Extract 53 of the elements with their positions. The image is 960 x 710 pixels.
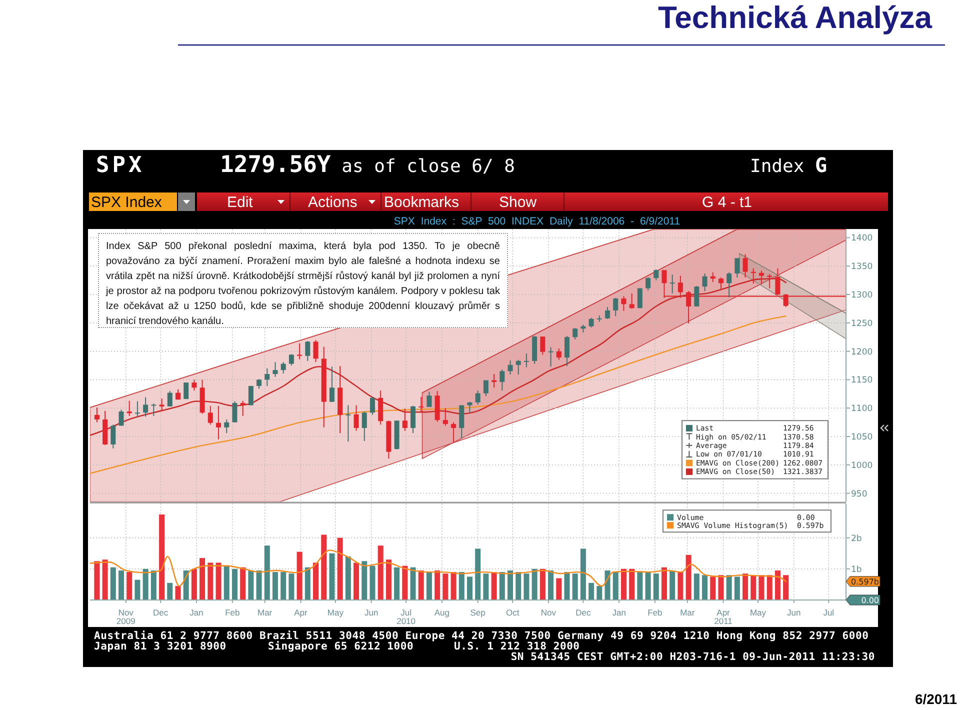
y-tick-label: 1050 [851,432,873,442]
x-tick-label: Jun [787,608,802,618]
y-tick-label: 1250 [851,318,873,329]
x-tick-label: Mar [680,608,695,618]
x-tick-label: Nov [540,608,557,618]
annotation: Index S&P 500 překonal poslední maxima, která byla pod 1350. To je obecně považováno za býčí znamení. Proražení maxim bylo ale falešné a hodnota indexu se vrátila zpět na nižší úrovně. Krátkodobější strmější růstový kanál byl již prolomen a nyní je prostor až na podporu tvořenou pokrizovým růstovým kanálem. Podpory v poklesu tak lze očekávat až u 1250 bodů, kde se přibližně shoduje 200denní klouzavý průměr s hranicí trendového kanálu. [98,233,508,328]
x-tick-label: May [327,608,344,618]
text: 6/2011 [914,691,958,707]
x-tick-label: Jul [823,608,834,618]
chart-subtitle: SPX Index : S&P 500 INDEX Daily 11/8/2006 - 6/9/2011 [394,216,680,228]
x-tick-label: Feb [648,608,663,618]
text: Australia 61 2 9777 8600 Brazil 5511 3048 4500 Europe 44 20 7330 7500 Germany 49 69 9204 1210 Hong Kong 852 2977 6000 [94,630,869,642]
x-tick-label: Nov 2009 [116,608,136,626]
x-tick-label: Jul 2010 [396,608,416,626]
text: SN 541345 CEST GMT+2:00 H203-716-1 09-Jun-2011 11:23:30 [510,651,875,663]
text: Japan 81 3 3201 8900 [94,640,226,652]
x-tick-label: Mar [257,608,272,618]
x-tick-label: Feb [225,608,240,618]
text: Show [499,194,537,211]
y-tick-label: 1100 [851,404,873,414]
text: G 4 - t1 [702,194,752,211]
text: 0.00 [861,596,879,605]
y-tick-label: 1150 [851,376,873,386]
y-tick-label: 2b [851,534,862,544]
text: SPX [96,153,145,178]
text: 0.597b [851,577,879,586]
ticker-field: SPX Index [89,192,177,211]
x-tick-label: Apr 2011 [714,608,733,626]
x-tick-label: Apr [294,608,308,618]
x-tick-label: Aug [434,608,450,618]
x-tick-label: Oct [506,608,520,618]
text: Edit [227,194,254,211]
y-tick-label: 950 [851,489,868,500]
y-tick-label: 1350 [851,262,873,272]
x-tick-label: Jun [364,608,378,618]
x-tick-label: Dec [153,608,169,618]
text: U.S. 1 212 318 2000 [454,640,580,652]
text: Singapore 65 6212 1000 [268,640,414,652]
x-tick-label: Jan [612,608,626,618]
text: Bookmarks [384,194,460,211]
chart-title: Technická Analýza [658,0,933,35]
y-tick-label: 1b [851,564,862,575]
x-tick-label: Jan [190,608,204,618]
y-tick-label: 1000 [851,460,873,471]
y-tick-label: 1400 [851,234,873,244]
x-tick-label: Sep [470,608,486,618]
text: Actions [308,194,358,211]
text: 1279.56Y as of close 6/ 8 [220,152,516,178]
y-tick-label: 1200 [851,347,873,358]
x-tick-label: Dec [576,608,592,618]
y-tick-label: 1300 [851,290,873,301]
text: Index G [750,153,828,177]
x-tick-label: May [750,608,767,618]
